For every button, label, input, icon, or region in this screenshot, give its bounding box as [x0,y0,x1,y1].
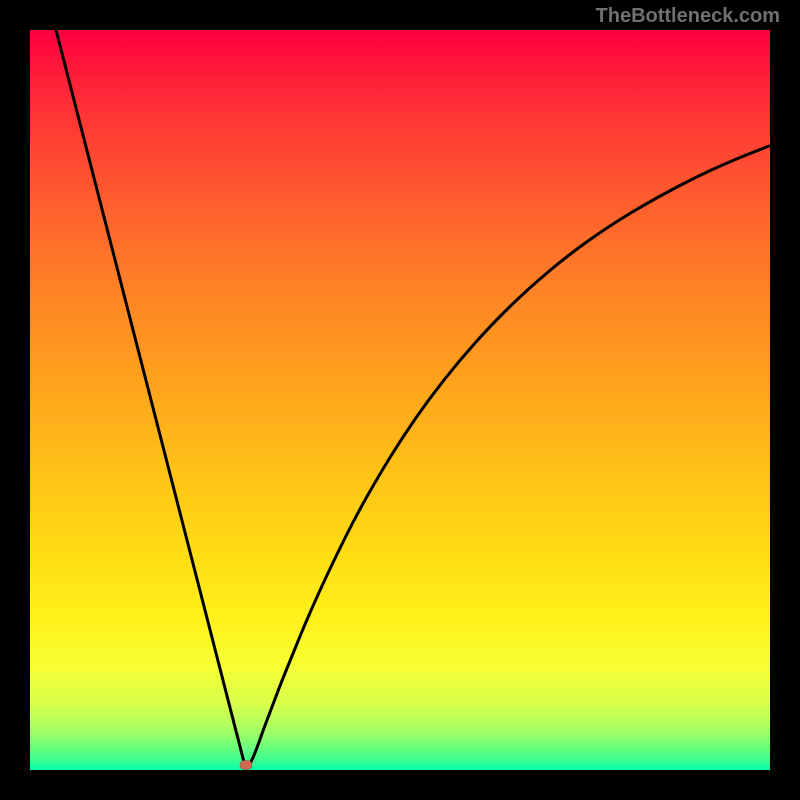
watermark-label: TheBottleneck.com [596,5,780,28]
chart-container: TheBottleneck.com [0,0,800,800]
minimum-marker [240,761,252,770]
plot-background [30,30,770,770]
chart-svg [0,0,800,800]
